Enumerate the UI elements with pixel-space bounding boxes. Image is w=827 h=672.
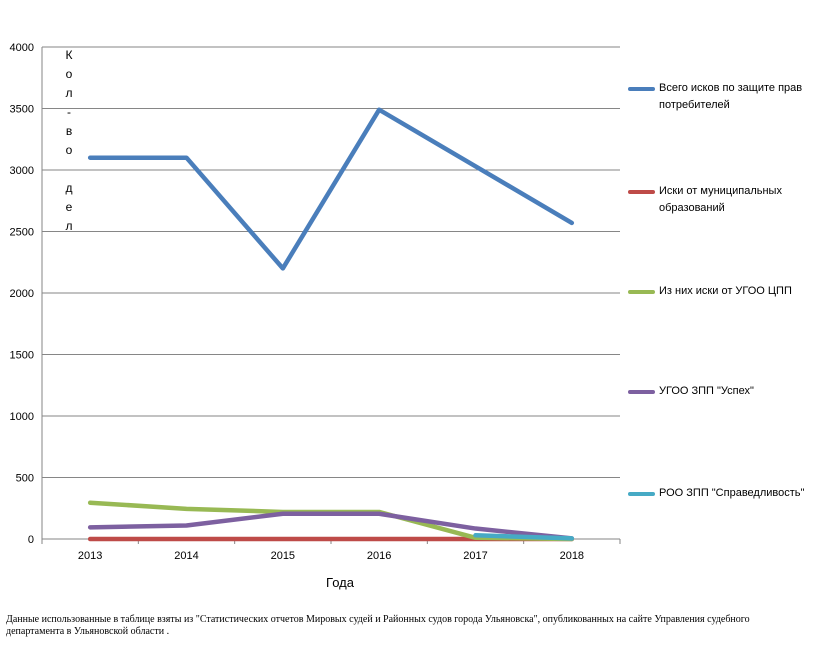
y-axis-label-char: - [67,105,71,119]
x-tick-label: 2015 [271,550,295,562]
y-axis-tick-labels: 0 500 1000 1500 2000 2500 3000 3500 4000 [10,42,34,546]
legend-label: Из них иски от УГОО ЦПП [659,285,792,297]
x-tick-label: 2014 [174,550,198,562]
y-tick-label: 4000 [10,42,34,54]
y-axis-label-char [62,160,76,179]
legend-label: РОО ЗПП "Справедливость" [659,487,805,499]
x-tick-label: 2016 [367,550,391,562]
y-axis-label-char: К [65,48,73,62]
y-axis-label-char: л [65,219,73,233]
x-tick-label: 2017 [463,550,487,562]
y-axis-label-char: о [65,67,73,81]
x-axis-tick-labels: 2013 2014 2015 2016 2017 2018 [78,550,584,562]
y-tick-label: 1000 [10,411,34,423]
y-tick-label: 2500 [10,227,34,239]
series-line-4 [87,511,575,541]
y-axis-label-char: л [65,86,73,100]
legend-label: УГОО ЗПП "Успех" [659,385,754,397]
series-lines [87,107,575,542]
legend-swatch [628,390,655,394]
x-tick-label: 2018 [560,550,584,562]
y-tick-label: 3000 [10,165,34,177]
series-line-5 [473,533,575,541]
legend-swatch [628,290,655,294]
y-tick-label: 3500 [10,104,34,116]
legend-swatch [628,492,655,496]
legend: Всего исков по защите прав потребителей И… [628,0,827,540]
y-tick-label: 0 [28,534,34,546]
legend-swatch [628,190,655,194]
legend-swatch [628,87,655,91]
y-tick-label: 1500 [10,350,34,362]
legend-label: Иски от муниципальных образований [659,185,782,214]
y-axis-label-char: в [65,124,73,138]
footnote: Данные использованные в таблице взяты из… [6,614,750,637]
series-line-3 [87,500,575,542]
x-axis-label: Года [326,575,354,590]
series-line-1 [87,107,575,271]
y-axis-label-char: е [65,200,73,214]
y-tick-label: 500 [16,473,34,485]
legend-label: Всего исков по защите прав потребителей [659,82,803,111]
y-tick-label: 2000 [10,288,34,300]
x-tick-label: 2013 [78,550,102,562]
gridlines [41,46,621,544]
y-axis-label-char: о [65,143,73,157]
y-axis-label-char: д [65,181,73,195]
